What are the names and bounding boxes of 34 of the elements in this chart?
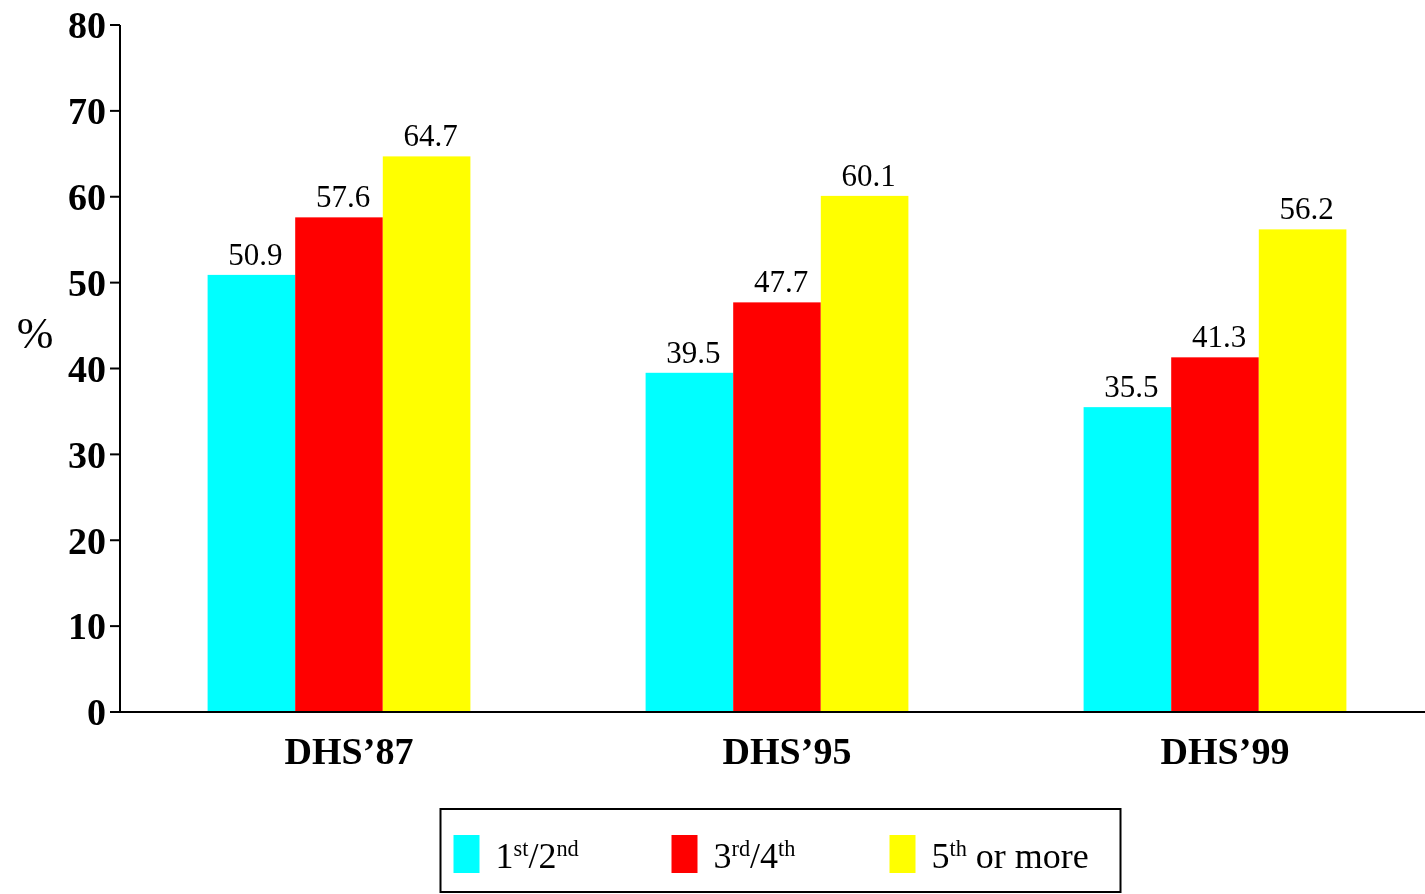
bar [382,156,471,712]
y-tick-label: 60 [68,176,106,219]
y-axis-title: % [16,309,54,358]
y-tick-label: 70 [68,90,106,133]
data-label: 56.2 [1279,191,1334,227]
bar [295,217,383,712]
bar [1171,357,1259,712]
data-label: 50.9 [228,236,283,272]
legend-label: 1$^{st}$/2$^{nd}$ [495,835,579,876]
data-label: 35.5 [1104,369,1159,405]
x-tick-label: DHS’87 [284,730,414,772]
data-label: 47.7 [753,264,809,300]
legend-label: 3$^{rd}$/4$^{th}$ [713,835,796,876]
y-tick-label: 50 [68,261,106,304]
bar [207,274,296,712]
data-label: 57.6 [315,179,371,215]
legend-label: 5$^{th}$ or more [931,835,1089,876]
y-tick-label: 40 [68,347,106,390]
y-tick-label: 10 [68,605,106,648]
y-tick-label: 30 [68,433,106,476]
bar [820,195,909,712]
data-label: 60.1 [841,157,896,193]
bar [645,372,734,712]
data-label: 39.5 [666,334,721,370]
data-label: 64.7 [403,118,458,154]
bar [1258,229,1347,712]
y-tick-label: 0 [87,691,106,734]
x-tick-label: DHS’99 [1160,730,1290,772]
bar [733,302,821,712]
x-tick-label: DHS’95 [722,730,852,772]
y-tick-label: 20 [68,519,106,562]
y-tick-label: 80 [68,4,106,47]
data-label: 41.3 [1191,319,1247,355]
bar [1083,407,1172,712]
